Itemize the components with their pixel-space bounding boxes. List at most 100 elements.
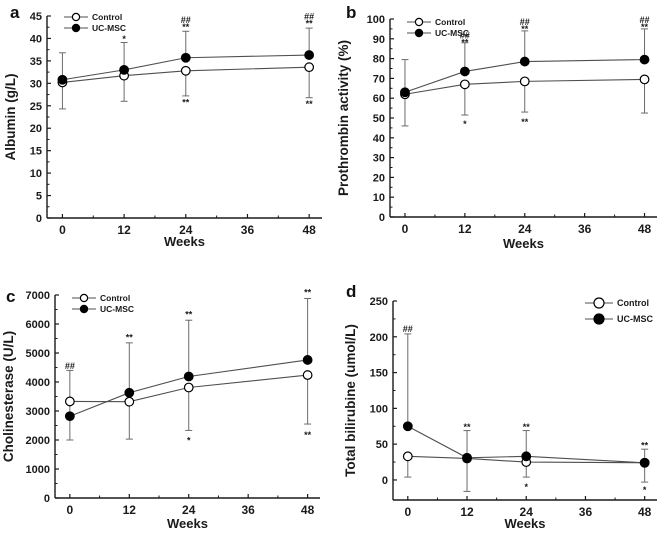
y-tick-label: 45 (30, 11, 42, 23)
x-tick-label: 12 (123, 503, 137, 517)
y-tick-label: 25 (30, 101, 42, 113)
y-tick-label: 40 (373, 133, 385, 145)
filled-circle-marker-uc-msc (302, 355, 313, 365)
legend-label-uc-msc: UC-MSC (617, 314, 653, 324)
y-tick-label: 10 (30, 168, 42, 180)
x-tick-label: 12 (460, 505, 474, 519)
filled-circle-marker-uc-msc (180, 52, 191, 63)
open-circle-marker-control (639, 74, 650, 85)
open-circle-marker-control (302, 370, 313, 380)
y-tick-label: 0 (382, 475, 388, 487)
x-tick-label: 48 (301, 503, 315, 517)
significance-annotation: * (122, 34, 126, 44)
x-tick-label: 36 (241, 223, 255, 237)
x-tick-label: 48 (302, 223, 316, 237)
significance-annotation: ## (520, 17, 530, 27)
significance-annotation: ** (306, 19, 314, 29)
filled-circle-marker-uc-msc (400, 87, 410, 98)
significance-annotation: ** (304, 288, 312, 298)
filled-circle-marker-uc-msc (304, 50, 315, 60)
y-tick-label: 80 (373, 54, 385, 66)
filled-circle-marker-uc-msc (124, 387, 135, 398)
series-line-uc-msc (62, 54, 310, 81)
x-tick-label: 0 (404, 505, 411, 519)
panel-d-label: d (346, 282, 357, 301)
open-circle-marker-control (183, 382, 194, 393)
x-tick-label: 48 (638, 222, 652, 236)
significance-annotation: ** (641, 22, 649, 32)
y-tick-label: 3000 (26, 406, 50, 418)
open-circle-marker-control (64, 396, 75, 407)
y-tick-label: 35 (30, 56, 42, 68)
filled-circle-marker-uc-msc (183, 371, 194, 382)
x-tick-label: 0 (67, 503, 74, 517)
significance-annotation: ** (641, 440, 649, 450)
significance-annotation: ## (403, 324, 413, 334)
y-tick-label: 15 (30, 146, 42, 158)
y-tick-label: 50 (376, 439, 388, 451)
open-circle-marker-control (304, 62, 315, 73)
significance-annotation: ** (521, 24, 529, 34)
x-axis-title: Weeks (167, 516, 208, 531)
y-axis-title: Cholinesterase (U/L) (1, 331, 16, 462)
y-axis-title: Albumin (g/L) (3, 74, 18, 161)
filled-circle-marker-uc-msc (57, 74, 68, 85)
legend-open-circle-marker (71, 12, 81, 22)
legend-open-circle-marker (79, 293, 89, 303)
significance-annotation: * (524, 482, 528, 492)
legend-filled-circle-marker (79, 304, 89, 314)
y-axis-title: Prothrombin activity (%) (336, 40, 351, 196)
legend-filled-circle-marker (71, 23, 81, 33)
filled-circle-marker-uc-msc (402, 421, 413, 432)
y-tick-label: 30 (30, 78, 42, 90)
filled-circle-marker-uc-msc (519, 56, 530, 67)
legend-label-control: Control (100, 293, 130, 303)
y-tick-label: 50 (373, 113, 385, 125)
y-tick-label: 250 (370, 296, 388, 308)
x-tick-label: 0 (59, 223, 66, 237)
legend-label-control: Control (435, 17, 465, 27)
open-circle-marker-control (459, 79, 470, 90)
x-axis-title: Weeks (164, 234, 205, 249)
y-tick-label: 5 (36, 191, 42, 203)
significance-annotation: ** (304, 430, 312, 440)
filled-circle-marker-uc-msc (119, 64, 130, 75)
x-tick-label: 48 (638, 505, 652, 519)
significance-annotation: ** (126, 333, 134, 343)
significance-annotation: ** (182, 97, 190, 107)
legend-label-control: Control (617, 298, 649, 308)
y-tick-label: 30 (373, 153, 385, 165)
filled-circle-marker-uc-msc (639, 54, 650, 65)
x-axis-title: Weeks (503, 236, 544, 251)
panel-b-label: b (346, 3, 357, 22)
series-line-uc-msc (69, 359, 308, 417)
open-circle-marker-control (124, 396, 135, 407)
x-tick-label: 12 (117, 223, 131, 237)
significance-annotation: * (463, 119, 467, 129)
y-tick-label: 5000 (26, 348, 50, 360)
x-axis-title: Weeks (505, 516, 546, 531)
y-tick-label: 70 (373, 73, 385, 85)
y-tick-label: 0 (379, 212, 385, 224)
series-line-control (404, 78, 645, 95)
x-tick-label: 36 (578, 222, 592, 236)
filled-circle-marker-uc-msc (521, 451, 532, 462)
x-tick-label: 12 (458, 222, 472, 236)
significance-annotation: ** (306, 99, 314, 109)
y-axis-title: Total bilirubine (umol/L) (343, 324, 358, 477)
filled-circle-marker-uc-msc (639, 457, 650, 468)
significance-annotation: ** (464, 422, 472, 432)
x-tick-label: 24 (179, 223, 193, 237)
legend-label-control: Control (92, 12, 122, 22)
series-line-control (62, 66, 310, 83)
filled-circle-marker-uc-msc (459, 66, 470, 77)
significance-annotation: ** (523, 422, 531, 432)
y-tick-label: 40 (30, 33, 42, 45)
y-tick-label: 100 (370, 403, 388, 415)
y-tick-label: 7000 (26, 290, 50, 302)
legend-open-circle-marker (414, 17, 424, 27)
panel-a-label: a (10, 3, 20, 22)
y-tick-label: 4000 (26, 377, 50, 389)
